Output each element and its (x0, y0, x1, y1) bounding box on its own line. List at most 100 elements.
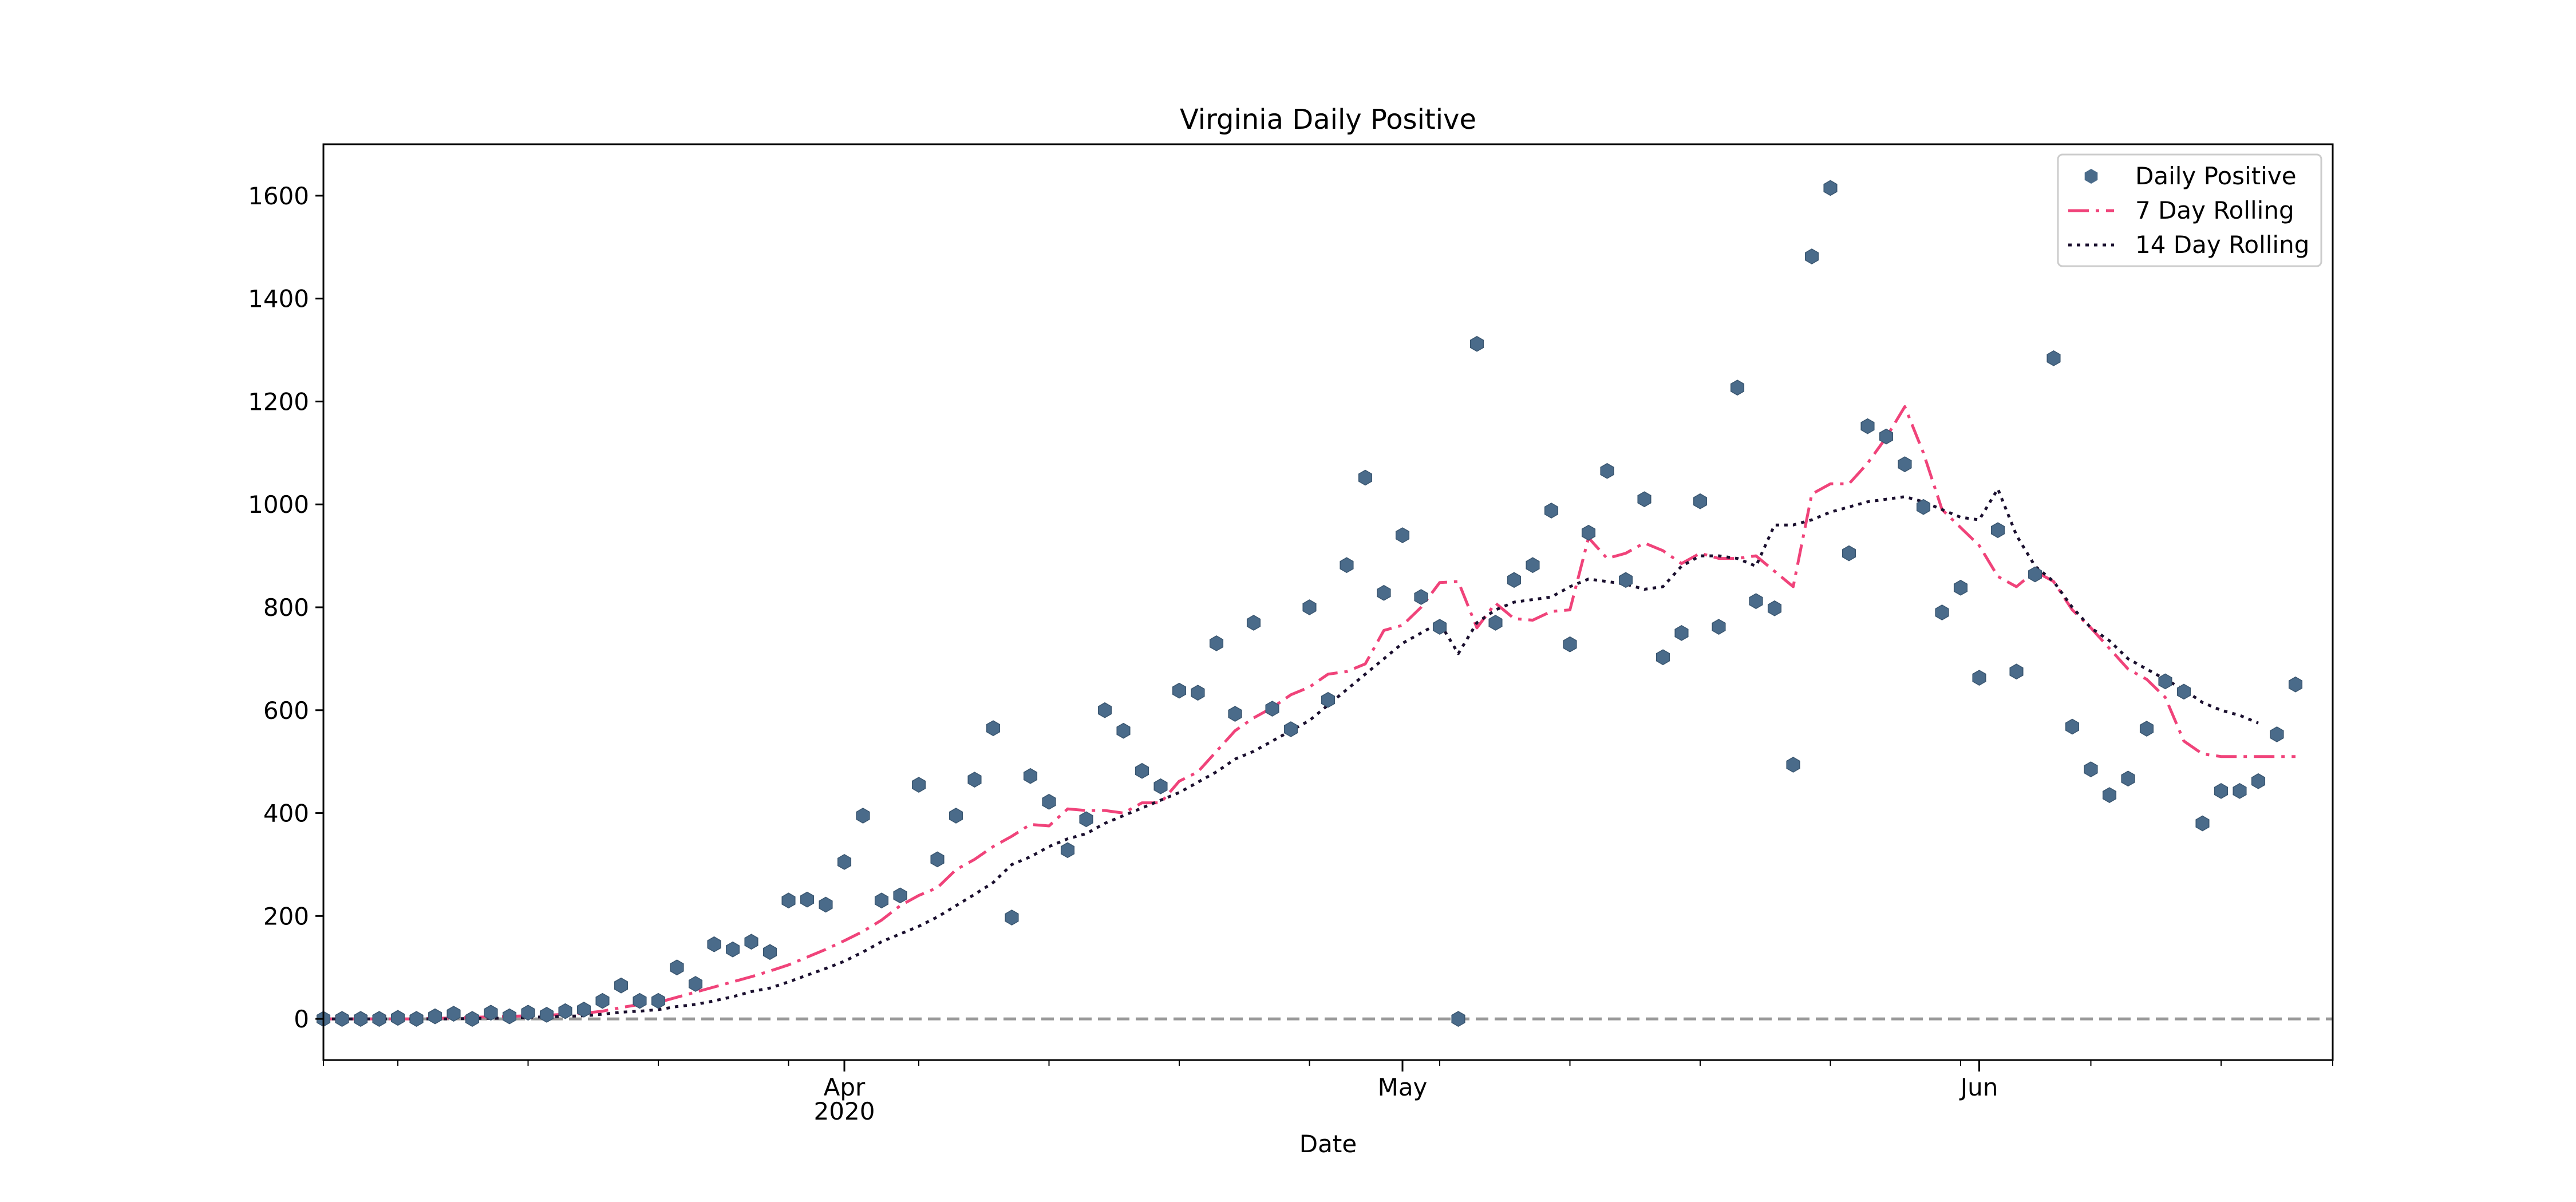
daily-positive-point (1321, 691, 1336, 708)
daily-positive-point (1228, 706, 1242, 722)
daily-positive-point (633, 993, 647, 1009)
daily-positive-point (1563, 636, 1577, 653)
daily-positive-point (1060, 842, 1075, 859)
daily-positive-point (1135, 762, 1149, 779)
daily-positive-point (911, 777, 926, 793)
daily-positive-point (893, 887, 907, 904)
daily-positive-point (725, 941, 740, 958)
daily-positive-point (1860, 418, 1875, 434)
daily-positive-point (1302, 599, 1317, 615)
daily-positive-point (1488, 615, 1503, 631)
daily-positive-point (335, 1011, 349, 1027)
daily-positive-point (986, 720, 1001, 737)
daily-positive-point (1935, 604, 1949, 620)
daily-positive-point (1395, 527, 1410, 543)
daily-positive-point (744, 934, 758, 950)
daily-positive-point (2288, 676, 2303, 693)
y-tick-label: 1600 (248, 182, 309, 210)
legend-box (2057, 153, 2322, 267)
daily-positive-point (1246, 615, 1261, 631)
daily-positive-point (595, 993, 610, 1009)
x-tick-label: Jun (1959, 1073, 1998, 1101)
legend: Daily Positive 7 Day Rolling 14 Day Rollin… (2057, 153, 2322, 267)
daily-positive-point (856, 808, 870, 824)
daily-positive-point (1097, 702, 1112, 718)
daily-positive-point (1823, 180, 1838, 196)
daily-positive-point (1507, 572, 1522, 588)
daily-positive-point (1153, 778, 1168, 794)
daily-positive-point (1786, 757, 1800, 773)
daily-positive-point (2251, 773, 2266, 789)
daily-positive-point (390, 1010, 405, 1026)
daily-positive-point (539, 1007, 554, 1023)
daily-positive-point (1526, 557, 1540, 574)
legend-label: Daily Positive (2135, 162, 2297, 190)
daily-positive-point (819, 896, 833, 913)
daily-positive-point (874, 892, 889, 909)
daily-positive-point (651, 993, 666, 1009)
daily-positive-point (1953, 579, 1968, 596)
daily-positive-point (1712, 619, 1726, 635)
daily-positive-point (465, 1011, 480, 1027)
daily-positive-point (2009, 663, 2024, 680)
daily-positive-point (1544, 503, 1559, 519)
daily-positive-point (1377, 584, 1391, 601)
daily-positive-point (1414, 589, 1428, 605)
daily-positive-point (372, 1011, 386, 1027)
daily-positive-point (1879, 428, 1894, 445)
daily-positive-point (1581, 524, 1596, 541)
daily-positive-point (1469, 335, 1484, 352)
daily-positive-point (1730, 379, 1745, 396)
x-axis-label: Date (1299, 1130, 1357, 1158)
daily-positive-point (1990, 522, 2005, 539)
daily-positive-point (2195, 815, 2210, 832)
daily-positive-point (707, 936, 721, 952)
daily-positive-point (1804, 248, 1819, 264)
daily-positive-point (967, 772, 982, 788)
daily-positive-point (353, 1011, 368, 1027)
legend-label: 14 Day Rolling (2135, 231, 2309, 259)
daily-positive-point (1005, 910, 1019, 926)
daily-positive-point (1042, 793, 1056, 810)
daily-positive-point (1916, 499, 1931, 515)
daily-positive-point (2121, 770, 2135, 787)
daily-positive-point (1767, 600, 1782, 616)
daily-positive-point (1600, 462, 1614, 479)
daily-positive-point (2065, 718, 2080, 735)
daily-positive-point (1693, 493, 1708, 509)
daily-positive-point (1842, 545, 1856, 562)
daily-positive-point (1656, 649, 1670, 666)
daily-positive-point (2214, 783, 2229, 799)
daily-positive-point (2139, 721, 2154, 737)
x-tick-sublabel: 2020 (814, 1097, 875, 1125)
y-tick-label: 600 (263, 697, 309, 725)
daily-positive-point (521, 1005, 535, 1021)
daily-positive-point (762, 944, 777, 960)
daily-positive-point (2270, 726, 2284, 742)
daily-positive-point (1209, 635, 1224, 651)
daily-positive-point (1674, 625, 1689, 641)
daily-positive-point (558, 1003, 572, 1019)
daily-positive-point (1340, 557, 1354, 574)
daily-positive-point (1023, 768, 1038, 784)
daily-positive-point (2046, 350, 2061, 366)
daily-positive-point (1637, 491, 1652, 508)
chart-title: Virginia Daily Positive (1180, 104, 1476, 136)
y-tick-label: 1200 (248, 388, 309, 416)
y-tick-label: 1400 (248, 285, 309, 313)
daily-positive-point (800, 891, 815, 908)
daily-positive-point (614, 977, 629, 994)
daily-positive-point (502, 1008, 517, 1025)
plot-area (316, 180, 2333, 1027)
daily-positive-point (484, 1005, 498, 1021)
daily-positive-point (428, 1008, 442, 1025)
daily-positive-point (949, 808, 963, 824)
y-tick-label: 800 (263, 594, 309, 622)
y-tick-label: 0 (294, 1005, 309, 1033)
daily-positive-point (2084, 761, 2098, 777)
daily-positive-point (670, 959, 684, 976)
daily-positive-point (1898, 456, 1912, 472)
daily-positive-point (781, 892, 796, 909)
